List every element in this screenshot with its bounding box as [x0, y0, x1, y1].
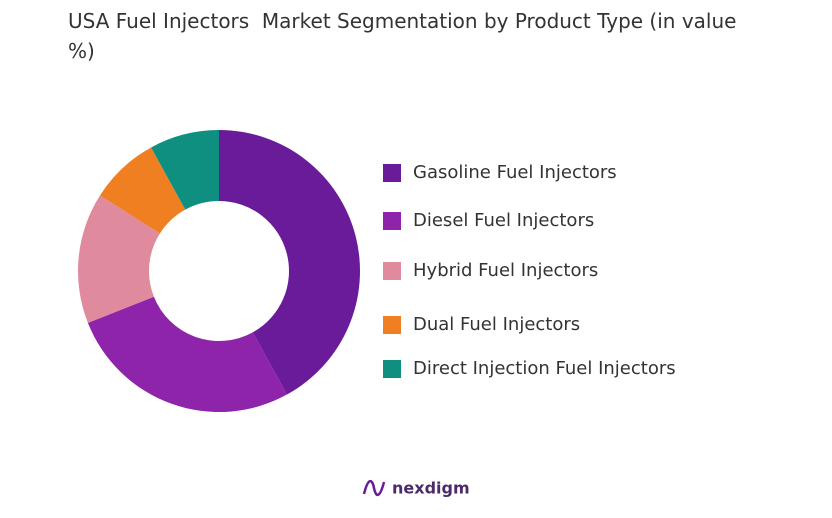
donut-slice [219, 130, 360, 395]
chart-title: USA Fuel Injectors Market Segmentation b… [68, 9, 743, 63]
donut-slice [99, 147, 186, 234]
donut-slice [151, 130, 219, 210]
donut-slice [87, 296, 287, 412]
legend-swatch [383, 360, 401, 378]
title-box: USA Fuel Injectors Market Segmentation b… [68, 9, 743, 63]
legend-swatch [383, 262, 401, 280]
legend-label: Hybrid Fuel Injectors [413, 260, 598, 281]
brand: nexdigm [392, 479, 470, 498]
logo: nexdigm [362, 479, 470, 498]
legend-label: Direct Injection Fuel Injectors [413, 358, 676, 379]
legend-label: Dual Fuel Injectors [413, 314, 580, 335]
legend-label: Diesel Fuel Injectors [413, 210, 594, 231]
legend-swatch [383, 164, 401, 182]
legend-swatch [383, 316, 401, 334]
legend-swatch [383, 212, 401, 230]
donut-slice [78, 195, 160, 323]
legend-label: Gasoline Fuel Injectors [413, 162, 617, 183]
logo-icon [362, 480, 386, 496]
